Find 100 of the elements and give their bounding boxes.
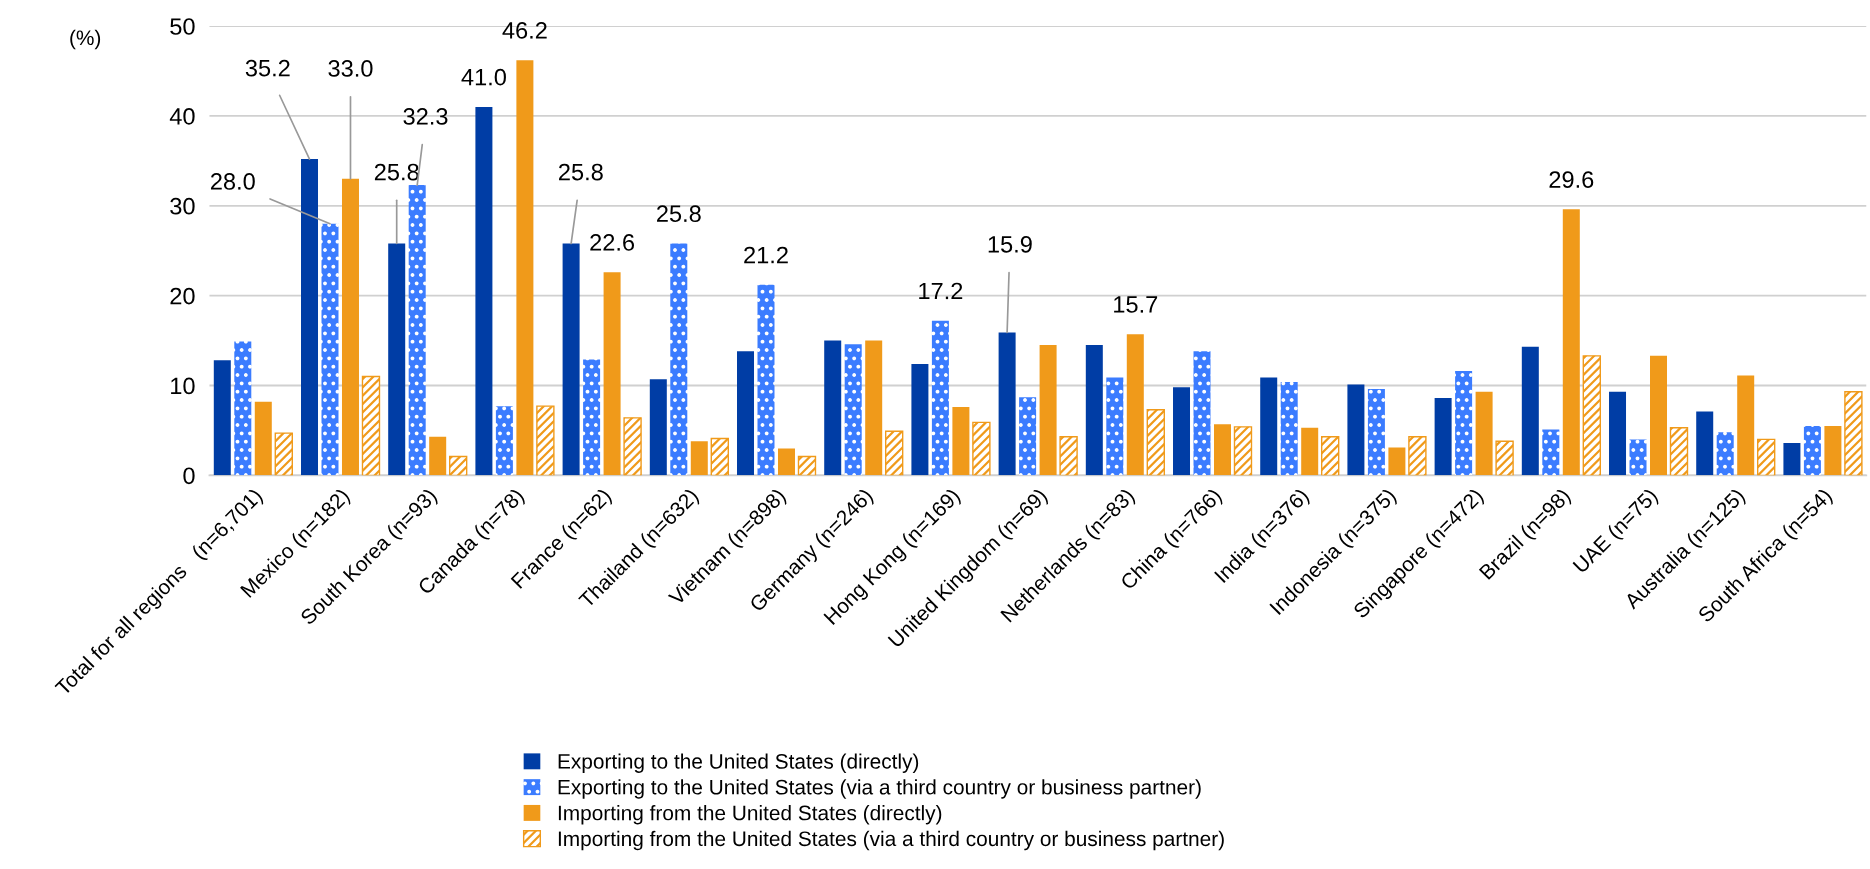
bar [1696,411,1714,476]
bar [884,430,904,476]
bar [274,432,293,476]
bar [1434,398,1452,476]
bar [1783,443,1801,476]
bar [710,437,729,476]
bar [1716,432,1734,476]
bar [1629,439,1647,476]
data-label: 25.8 [657,205,701,223]
bar [429,436,447,476]
bar [1669,427,1689,476]
bar [690,441,708,476]
bar [1260,377,1278,476]
bar [1039,345,1057,476]
bar [952,407,970,476]
legend-label: Exporting to the United States (via a third country or business partner) [558,779,1201,799]
bar [1301,427,1319,476]
bar [603,272,621,476]
bar [562,243,580,476]
bar [301,159,319,476]
bar [1146,409,1165,476]
bar [1562,209,1580,476]
bar [865,340,883,476]
bar [911,363,929,476]
data-label: 35.2 [245,59,290,77]
bar [649,379,667,476]
data-label: 15.9 [988,235,1032,253]
bar [1582,355,1601,476]
bar [1280,381,1298,476]
bar [1737,375,1755,476]
y-tick-label: 40 [169,107,195,125]
bar [1106,377,1124,476]
bar [536,405,555,476]
bar [1803,425,1821,476]
bar [757,284,775,476]
legend-label: Importing from the United States (via a third country or business partner) [558,830,1224,851]
bar [234,341,252,476]
bar [824,340,842,476]
data-label: 22.6 [590,234,635,251]
bar [495,406,513,476]
bar [737,351,755,476]
bar [1521,346,1539,476]
data-label: 29.6 [1549,171,1594,188]
bar [516,60,534,476]
bar [1347,384,1365,476]
bar [1844,391,1863,476]
data-label: 41.0 [461,68,506,86]
bar [408,185,426,476]
bar [931,320,949,476]
bar [1756,438,1776,476]
bar [1609,391,1627,476]
data-label: 32.3 [403,108,448,125]
data-label: 21.2 [744,246,788,264]
bar [1193,351,1211,476]
bar [1650,355,1668,476]
bar [475,106,493,476]
y-tick-label: 0 [183,467,195,485]
bar [213,360,231,476]
y-tick-label: 20 [170,287,195,305]
legend-label: Exporting to the United States (directly) [558,753,919,773]
bar [623,417,642,476]
bar [1495,440,1514,476]
bar [321,223,339,476]
bar [1408,436,1427,476]
data-label: 25.8 [559,163,603,181]
bar [844,344,862,476]
bar [341,178,359,476]
bar [797,455,817,476]
y-tick-label: 10 [171,377,195,395]
bar [972,421,991,476]
data-label: 33.0 [328,60,373,77]
legend-label: Importing from the United States (directly) [558,805,942,825]
bar [1233,426,1253,476]
bar [1542,429,1560,476]
y-axis-title: (%) [70,29,101,50]
bar [1824,425,1842,476]
bar [1019,397,1037,476]
bar [1475,391,1493,476]
bar [1126,334,1144,476]
bar [1085,345,1103,476]
data-label: 15.7 [1114,296,1158,313]
data-label: 28.0 [210,173,255,190]
bar [1173,387,1191,476]
data-label: 25.8 [374,163,419,181]
data-label: 46.2 [502,22,547,39]
bar [1455,371,1473,476]
bar [670,243,688,476]
data-label: 17.2 [919,282,963,300]
y-tick-label: 50 [170,18,195,35]
bar [583,359,601,476]
bar [1059,436,1078,476]
bar [1214,424,1231,476]
bar [1320,436,1340,476]
bar [254,401,272,476]
bar [777,448,795,476]
bar [998,332,1016,476]
bar [1388,447,1406,476]
bar [448,455,468,476]
bar [361,375,381,476]
bar [1367,389,1385,476]
